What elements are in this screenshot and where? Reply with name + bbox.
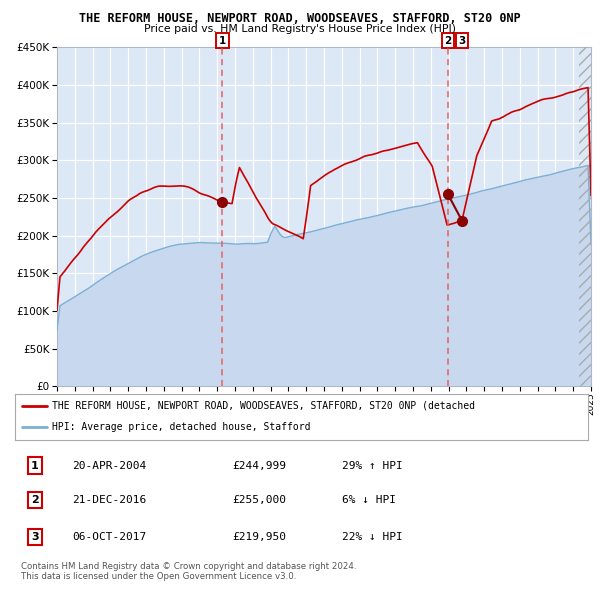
Text: £255,000: £255,000 <box>233 495 287 505</box>
Text: 21-DEC-2016: 21-DEC-2016 <box>73 495 146 505</box>
Text: THE REFORM HOUSE, NEWPORT ROAD, WOODSEAVES, STAFFORD, ST20 0NP: THE REFORM HOUSE, NEWPORT ROAD, WOODSEAV… <box>79 12 521 25</box>
Text: 2: 2 <box>444 35 452 45</box>
Text: 22% ↓ HPI: 22% ↓ HPI <box>341 532 403 542</box>
Text: 3: 3 <box>31 532 39 542</box>
Text: THE REFORM HOUSE, NEWPORT ROAD, WOODSEAVES, STAFFORD, ST20 0NP (detached: THE REFORM HOUSE, NEWPORT ROAD, WOODSEAV… <box>52 401 475 411</box>
Text: £244,999: £244,999 <box>233 461 287 470</box>
Text: This data is licensed under the Open Government Licence v3.0.: This data is licensed under the Open Gov… <box>21 572 296 581</box>
Text: 06-OCT-2017: 06-OCT-2017 <box>73 532 146 542</box>
Text: 2: 2 <box>31 495 39 505</box>
Text: Price paid vs. HM Land Registry's House Price Index (HPI): Price paid vs. HM Land Registry's House … <box>144 24 456 34</box>
Text: HPI: Average price, detached house, Stafford: HPI: Average price, detached house, Staf… <box>52 422 311 432</box>
Text: 1: 1 <box>31 461 39 470</box>
Text: 1: 1 <box>219 35 226 45</box>
Text: £219,950: £219,950 <box>233 532 287 542</box>
Text: 29% ↑ HPI: 29% ↑ HPI <box>341 461 403 470</box>
Text: 20-APR-2004: 20-APR-2004 <box>73 461 146 470</box>
Text: Contains HM Land Registry data © Crown copyright and database right 2024.: Contains HM Land Registry data © Crown c… <box>21 562 356 571</box>
Text: 6% ↓ HPI: 6% ↓ HPI <box>341 495 395 505</box>
Text: 3: 3 <box>458 35 466 45</box>
